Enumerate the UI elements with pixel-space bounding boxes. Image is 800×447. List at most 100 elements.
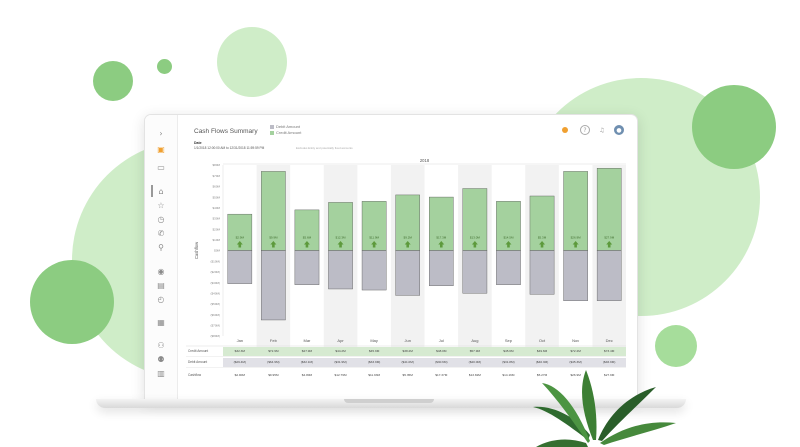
y-axis-label: Cashflow: [194, 241, 199, 259]
filter-note: Excludes Entity and potentially fixed ac…: [296, 146, 353, 150]
y-tick-label: ($30M): [210, 281, 220, 285]
bell-icon[interactable]: ♫: [599, 126, 605, 134]
calendar-grid-icon[interactable]: ▦: [157, 317, 165, 327]
debit-bar: [596, 250, 622, 301]
plant-leaf: [536, 439, 588, 447]
y-tick-label: ($80M): [210, 334, 220, 338]
sidebar-active-indicator: [151, 185, 153, 197]
chevron-right-icon[interactable]: ›: [159, 128, 163, 138]
clipboard-icon[interactable]: ▥: [157, 368, 165, 378]
credit-bar: [563, 171, 588, 251]
decor-blob-right-dark: [692, 85, 776, 169]
home-icon[interactable]: ⌂: [158, 186, 164, 196]
avatar[interactable]: ●: [614, 125, 624, 135]
bar-data-label: $9.9M: [269, 236, 278, 240]
people-icon[interactable]: ⚉: [157, 354, 165, 364]
table-cell: $12.79M: [335, 373, 347, 377]
table-cell: $17.37M: [435, 373, 447, 377]
table-cell: ($32.1M): [301, 360, 313, 364]
laptop-notch: [344, 399, 434, 403]
phone-icon[interactable]: ✆: [157, 228, 165, 238]
debit-bar: [328, 250, 353, 290]
table-cell: ($33.9M): [368, 360, 380, 364]
user-circle-icon[interactable]: ◉: [157, 266, 165, 276]
debit-bar: [294, 250, 320, 285]
credit-bar: [462, 188, 488, 251]
table-cell: $4.80M: [302, 373, 313, 377]
plant-leaf: [542, 383, 590, 443]
bar-data-label: $12.3M: [336, 236, 347, 240]
x-tick-label: Jun: [404, 338, 410, 343]
up-arrow-icon: [471, 241, 478, 248]
table-cell: ($31.8M): [502, 360, 514, 364]
laptop-base: [96, 399, 686, 408]
debit-bar: [429, 250, 454, 286]
x-tick-label: Sep: [505, 338, 513, 343]
users-icon[interactable]: ⚇: [157, 340, 165, 350]
table-row-label: Credit Amount: [188, 349, 208, 353]
debit-bar: [395, 250, 420, 296]
help-icon[interactable]: ?: [580, 125, 590, 135]
x-tick-label: Aug: [471, 338, 478, 343]
table-cell: ($46.9M): [603, 360, 615, 364]
table-row-label: Cashflow: [188, 373, 202, 377]
table-cell: ($31.9M): [334, 360, 346, 364]
bar-data-label: $13.0M: [470, 236, 481, 240]
sidebar: › ▣ ▭ ⌂ ☆ ◷ ✆ ⚲ ◉ ▤ ◴ ▦ ⚇ ⚉ ▥: [145, 115, 178, 400]
bar-data-label: $11.9M: [369, 236, 379, 240]
table-cell: $72.2M: [570, 349, 581, 353]
bar-data-label: $26.9M: [571, 236, 582, 240]
x-tick-label: Dec: [606, 338, 613, 343]
credit-bar: [261, 171, 286, 251]
table-cell: $9.95M: [268, 373, 279, 377]
debit-bar: [361, 250, 387, 291]
bar-data-label: $5.6M: [303, 236, 312, 240]
y-tick-label: $80M: [212, 163, 220, 167]
laptop-screen: › ▣ ▭ ⌂ ☆ ◷ ✆ ⚲ ◉ ▤ ◴ ▦ ⚇ ⚉ ▥ Cash Flows…: [144, 114, 638, 401]
y-tick-label: $30M: [212, 217, 220, 221]
debit-bar: [227, 250, 253, 284]
table-cell: $45.6M: [503, 349, 514, 353]
table-row-bg: [223, 347, 626, 356]
calendar-icon[interactable]: ▭: [157, 162, 165, 172]
table-cell: $27.9M: [302, 349, 313, 353]
table-cell: $48.0M: [436, 349, 447, 353]
x-tick-label: Mar: [304, 338, 312, 343]
debit-bar: [261, 250, 286, 321]
location-icon[interactable]: ⚲: [158, 242, 164, 252]
table-cell: ($45.3M): [569, 360, 581, 364]
debit-bar: [529, 250, 555, 295]
x-tick-label: Nov: [572, 338, 579, 343]
table-cell: $11.93M: [368, 373, 380, 377]
table-row-bg: [223, 358, 626, 367]
document-icon[interactable]: ▤: [157, 280, 165, 290]
history-icon[interactable]: ◷: [157, 214, 165, 224]
table-cell: $72.9M: [268, 349, 279, 353]
date-filter-range[interactable]: 1/1/2018 12:00:00 AM to 12/31/2018 11:59…: [194, 146, 265, 150]
plant-leaf: [582, 370, 597, 440]
table-cell: $45.9M: [369, 349, 380, 353]
table-cell: $49.6M: [537, 349, 548, 353]
y-tick-label: $70M: [212, 174, 220, 178]
bar-data-label: $9.2M: [404, 236, 413, 240]
box-icon[interactable]: ▣: [157, 144, 165, 154]
legend-swatch-debit: [270, 124, 274, 129]
up-arrow-icon: [505, 241, 512, 248]
notification-dot-icon[interactable]: [562, 127, 568, 133]
x-tick-label: Jul: [439, 338, 444, 343]
debit-bar: [563, 250, 588, 301]
date-filter-label: Date: [194, 141, 202, 145]
up-arrow-icon: [438, 241, 445, 248]
bar-data-label: $14.5M: [503, 236, 514, 240]
plant-leaf: [598, 387, 656, 441]
table-cell: ($40.3M): [536, 360, 548, 364]
debit-bar: [496, 250, 521, 285]
y-tick-label: $20M: [212, 227, 220, 231]
star-icon[interactable]: ☆: [157, 200, 165, 210]
up-arrow-icon: [270, 241, 277, 248]
bar-data-label: $17.3M: [436, 236, 447, 240]
report-header: Cash Flows Summary Debit Amount Credit A…: [178, 115, 637, 159]
up-arrow-icon: [337, 241, 344, 248]
clock-icon[interactable]: ◴: [157, 294, 165, 304]
